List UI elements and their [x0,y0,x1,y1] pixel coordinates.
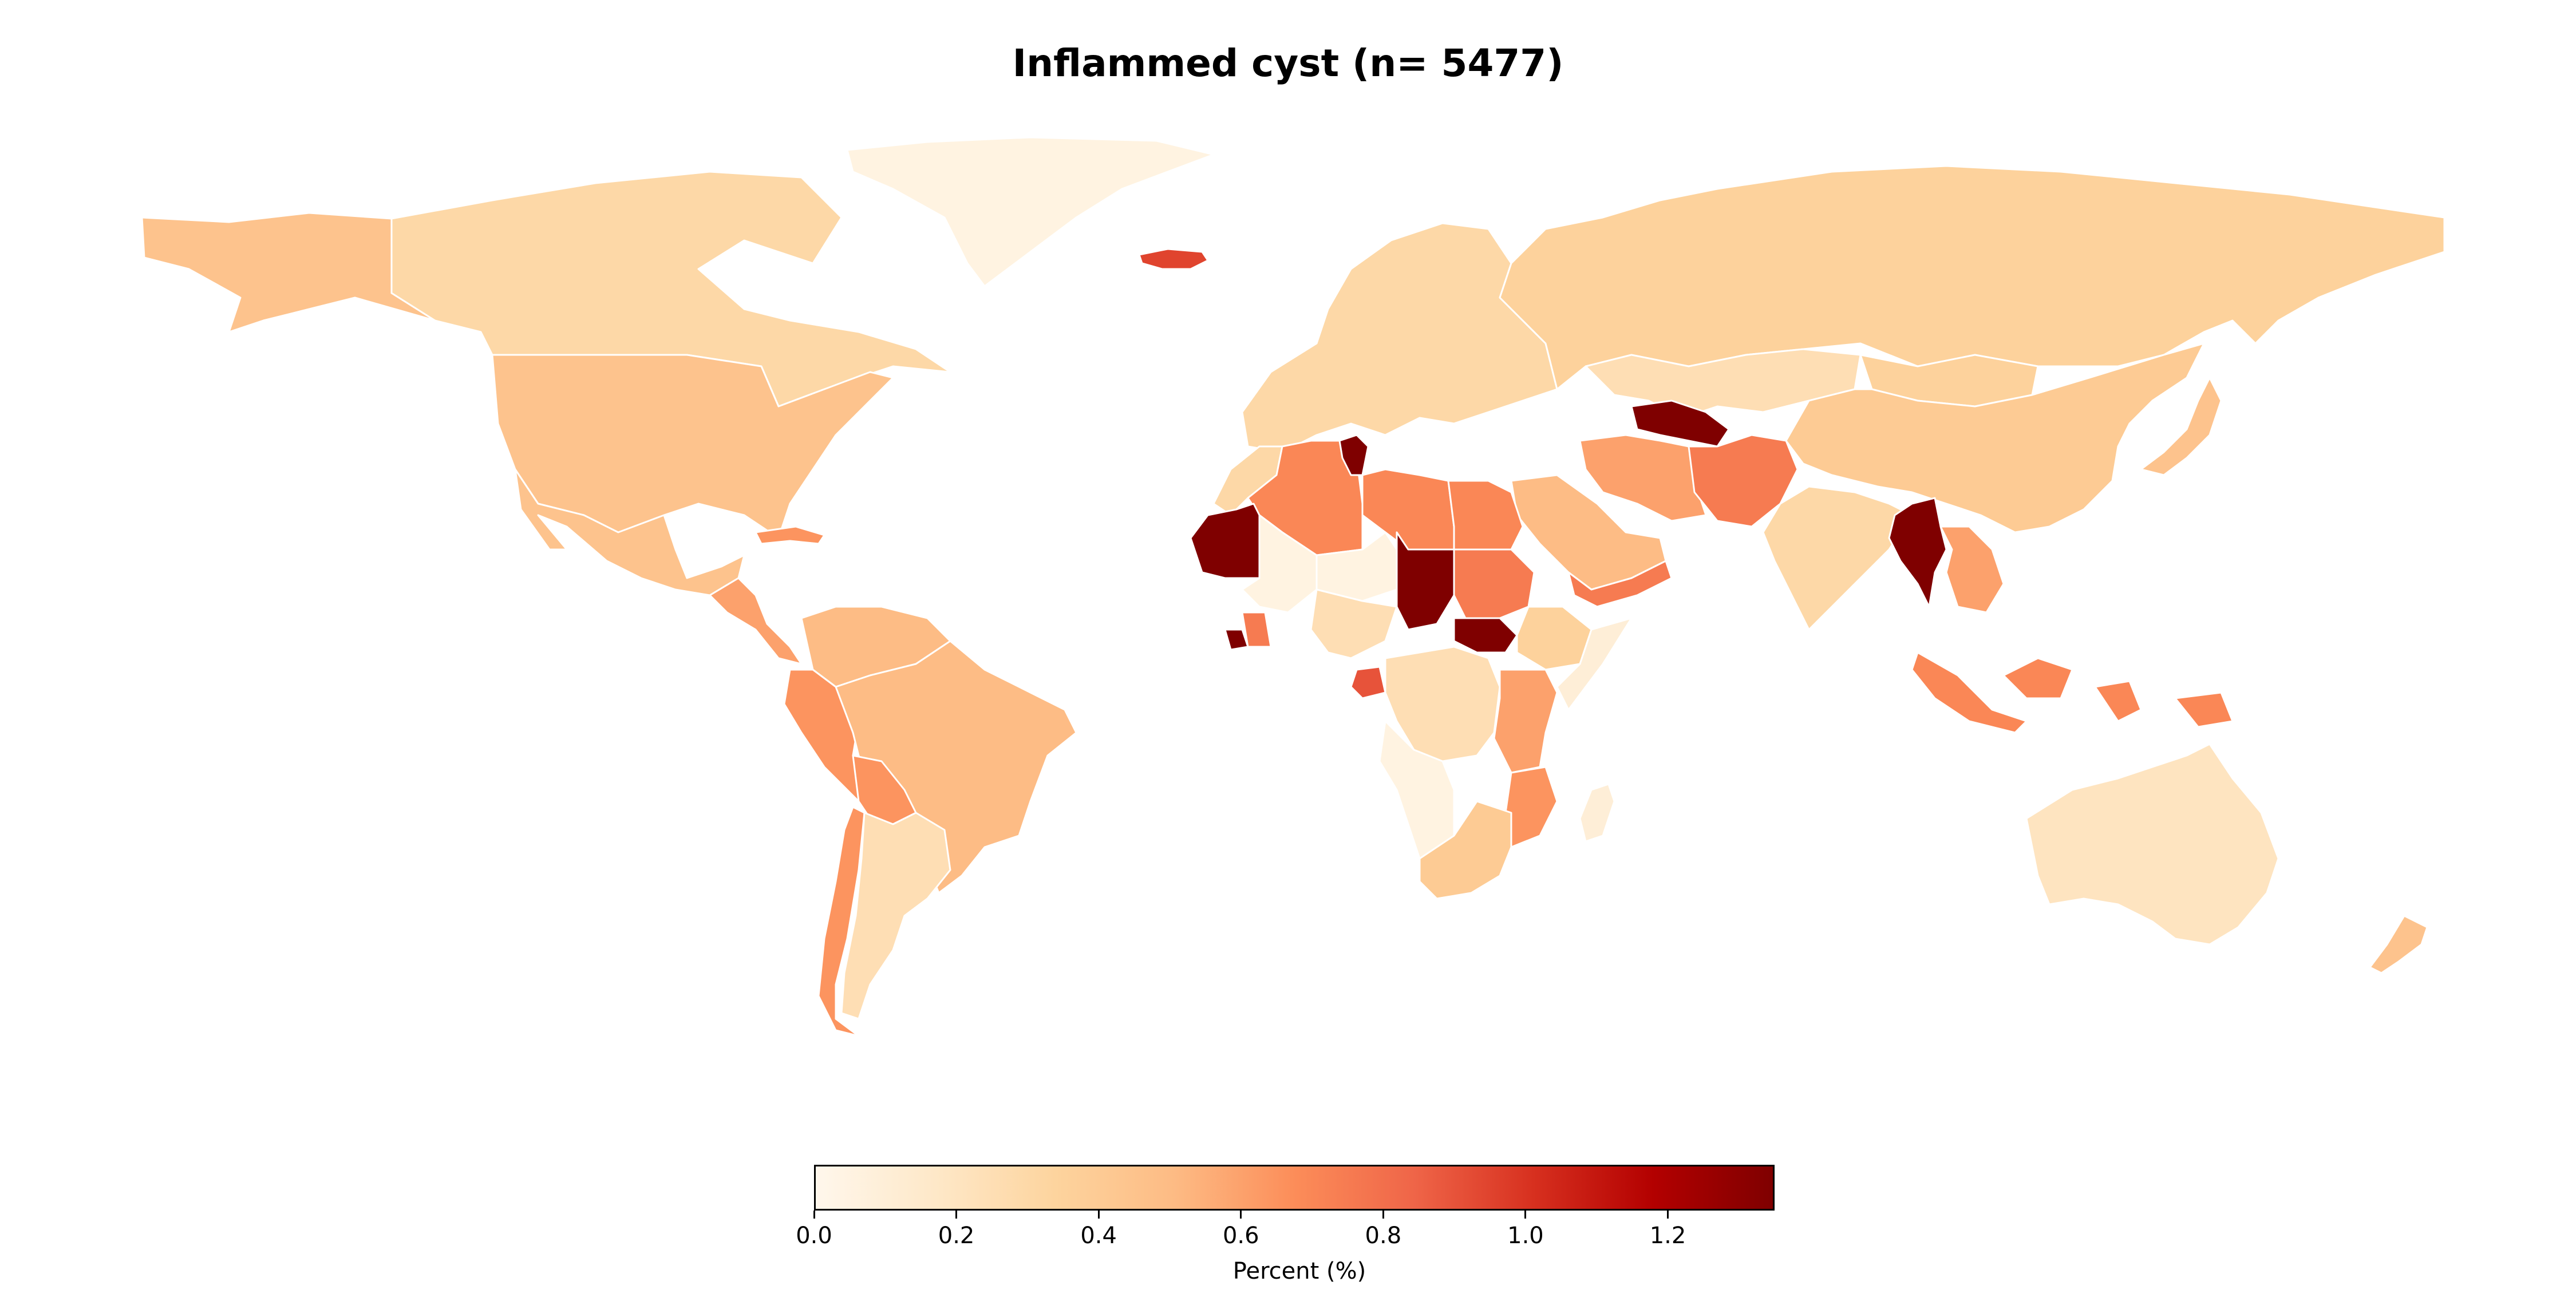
region-chad [1396,531,1455,631]
colorbar-tick [1667,1211,1669,1219]
region-gabon [1350,666,1386,699]
colorbar-tick-label: 1.0 [1507,1223,1544,1249]
region-indonesia [1911,651,2234,734]
region-afghanistan [1688,434,1799,528]
world-map [141,136,2445,1037]
colorbar-tick [813,1211,815,1219]
region-alaska [141,212,436,333]
colorbar-tick [1382,1211,1384,1219]
region-madagascar [1579,783,1615,843]
region-nigeria [1310,588,1398,659]
region-libya [1361,468,1455,551]
map-title: Inflammed cyst (n= 5477) [1012,41,1564,85]
colorbar-tick-label: 0.8 [1365,1223,1402,1249]
region-mauritania [1190,503,1261,579]
region-argentina [840,812,951,1020]
region-southeast-asia [1939,525,2005,614]
region-yemen [1567,560,1673,608]
region-australia [2025,743,2279,946]
region-south-africa [1419,800,1512,900]
region-south-sudan [1453,617,1518,654]
region-cuba [754,525,825,545]
region-somalia [1556,617,1633,711]
region-myanmar [1888,497,1947,608]
region-mali [1241,514,1318,614]
colorbar-label: Percent (%) [1232,1258,1366,1284]
region-dr-congo [1384,646,1501,762]
region-central-america [709,577,803,665]
region-ghana [1241,611,1272,648]
region-china [1785,342,2205,533]
colorbar-tick-label: 1.2 [1649,1223,1686,1249]
colorbar [814,1165,1775,1211]
region-japan [2140,377,2222,476]
region-canada [390,171,951,408]
colorbar-tick [955,1211,958,1219]
region-ethiopia [1516,606,1593,671]
region-kenya-tanzania [1493,669,1558,774]
colorbar-tick [1524,1211,1527,1219]
region-india [1762,485,1913,631]
region-chile [817,806,866,1037]
region-new-zealand [2369,915,2428,974]
colorbar-tick-label: 0.6 [1222,1223,1259,1249]
region-mozambique [1504,766,1558,848]
region-egypt [1447,480,1524,551]
region-liberia [1224,628,1249,651]
colorbar-tick-label: 0.4 [1080,1223,1117,1249]
region-iran [1579,434,1707,522]
colorbar-tick-label: 0.0 [796,1223,832,1249]
colorbar-tick [1240,1211,1242,1219]
region-iceland [1138,248,1209,270]
region-europe [1241,222,1558,453]
colorbar-tick [1097,1211,1100,1219]
region-greenland [846,136,1215,287]
colorbar-tick-label: 0.2 [938,1223,975,1249]
region-sudan [1453,548,1535,619]
